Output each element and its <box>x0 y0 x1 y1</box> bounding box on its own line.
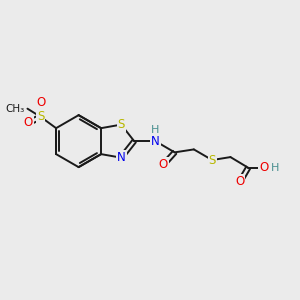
Text: O: O <box>159 158 168 171</box>
Text: S: S <box>37 110 44 123</box>
Text: O: O <box>24 116 33 129</box>
Text: S: S <box>118 118 125 131</box>
Text: O: O <box>36 96 45 109</box>
Text: S: S <box>208 154 216 166</box>
Text: H: H <box>271 163 279 173</box>
Text: CH₃: CH₃ <box>5 104 25 114</box>
Text: N: N <box>117 151 126 164</box>
Text: O: O <box>259 161 268 174</box>
Text: H: H <box>151 125 160 135</box>
Text: O: O <box>235 176 244 188</box>
Text: N: N <box>151 135 160 148</box>
